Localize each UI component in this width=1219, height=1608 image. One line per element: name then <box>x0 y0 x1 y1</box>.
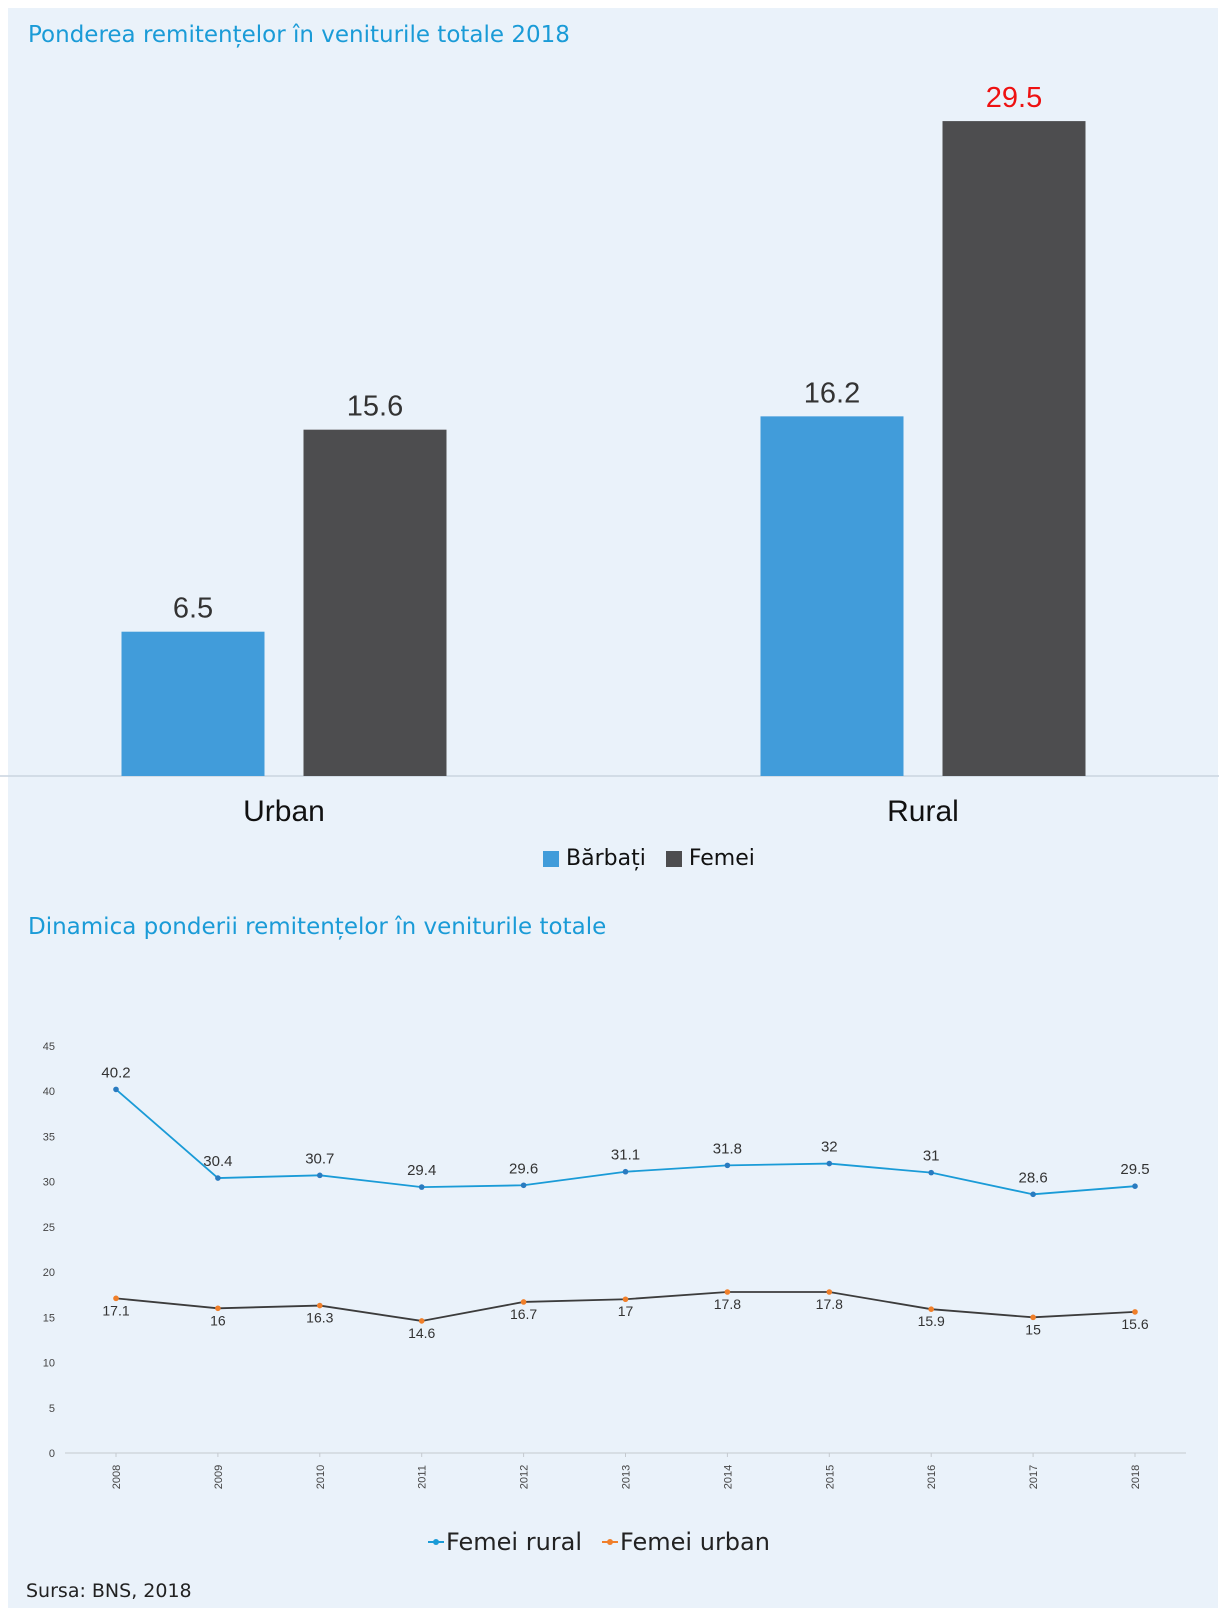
data-point <box>928 1306 934 1312</box>
bar-category-label: Rural <box>887 795 959 828</box>
legend-item-femei: Femei <box>665 846 755 871</box>
source-note: Sursa: BNS, 2018 <box>26 1580 192 1602</box>
data-label: 17.8 <box>714 1296 741 1312</box>
bar-chart-legend: Bărbați Femei <box>543 846 775 871</box>
x-tick-label: 2018 <box>1130 1465 1142 1489</box>
data-label: 29.5 <box>1120 1161 1149 1178</box>
x-tick-label: 2012 <box>519 1465 531 1489</box>
line-series-rural <box>115 1088 1136 1196</box>
y-tick-label: 25 <box>43 1222 55 1234</box>
data-label: 14.6 <box>408 1325 435 1341</box>
data-point <box>520 1182 527 1189</box>
data-label: 30.4 <box>203 1153 232 1170</box>
data-point <box>418 1318 425 1324</box>
data-point <box>724 1162 731 1169</box>
legend-label-barbati: Bărbați <box>566 846 646 871</box>
line-chart-legend: Femei rural Femei urban <box>428 1528 790 1556</box>
data-point <box>113 1295 119 1302</box>
bar-rural-0 <box>760 416 904 776</box>
bar-urban-0 <box>121 631 265 776</box>
data-point <box>724 1289 731 1295</box>
x-tick-label: 2008 <box>111 1465 123 1489</box>
data-point <box>317 1172 323 1179</box>
bar-chart-title: Ponderea remitențelor în veniturile tota… <box>28 22 570 48</box>
y-tick-label: 5 <box>49 1403 55 1415</box>
legend-item-barbati: Bărbați <box>543 846 646 871</box>
x-tick-label: 2011 <box>417 1465 429 1489</box>
data-label: 30.7 <box>305 1150 334 1167</box>
bar-urban-1 <box>303 429 447 776</box>
bar-data-label: 6.5 <box>173 593 213 625</box>
data-point <box>317 1302 323 1309</box>
legend-item-urban: Femei urban <box>602 1528 770 1556</box>
x-tick-label: 2013 <box>621 1465 633 1489</box>
data-point <box>1030 1191 1036 1198</box>
data-label: 17 <box>618 1303 634 1319</box>
x-tick-label: 2017 <box>1028 1465 1040 1489</box>
data-point <box>1132 1183 1138 1189</box>
data-point <box>215 1305 221 1312</box>
data-label: 16.7 <box>510 1306 537 1322</box>
y-tick-label: 30 <box>43 1177 55 1189</box>
legend-swatch-barbati <box>543 850 559 867</box>
x-tick-label: 2014 <box>722 1465 734 1489</box>
data-label: 16 <box>210 1312 226 1328</box>
y-tick-label: 15 <box>43 1312 55 1324</box>
x-tick-label: 2010 <box>315 1465 327 1489</box>
y-tick-label: 45 <box>43 1041 55 1053</box>
data-point <box>622 1168 629 1175</box>
data-point <box>1030 1314 1036 1321</box>
data-label: 15.6 <box>1121 1316 1148 1332</box>
data-label: 31.8 <box>713 1140 742 1157</box>
data-label: 40.2 <box>101 1064 130 1081</box>
x-tick-label: 2015 <box>824 1465 836 1489</box>
y-tick-label: 40 <box>43 1086 55 1098</box>
bar-rural-1 <box>942 121 1086 777</box>
data-label: 31 <box>923 1148 940 1165</box>
y-tick-label: 10 <box>43 1358 55 1370</box>
x-tick-label: 2016 <box>926 1465 938 1489</box>
data-point <box>1132 1309 1138 1315</box>
line-chart-title: Dinamica ponderii remitențelor în venitu… <box>28 914 607 940</box>
data-label: 16.3 <box>306 1310 333 1326</box>
data-point <box>418 1184 425 1190</box>
data-label: 15 <box>1025 1321 1041 1337</box>
bar-data-label: 29.5 <box>986 82 1042 114</box>
legend-item-rural: Femei rural <box>428 1528 582 1556</box>
data-label: 15.9 <box>918 1313 945 1329</box>
y-tick-label: 0 <box>49 1448 55 1460</box>
data-point <box>622 1296 629 1303</box>
legend-label-femei: Femei <box>688 846 755 871</box>
legend-marker-rural <box>428 1539 444 1545</box>
data-label: 17.1 <box>102 1302 129 1318</box>
bar-category-label: Urban <box>243 795 325 828</box>
data-point <box>215 1175 221 1181</box>
legend-label-urban: Femei urban <box>620 1528 770 1556</box>
legend-label-rural: Femei rural <box>446 1528 583 1556</box>
data-label: 31.1 <box>611 1147 640 1164</box>
legend-marker-urban <box>602 1539 619 1545</box>
bar-data-label: 16.2 <box>804 377 860 409</box>
data-label: 17.8 <box>816 1296 843 1312</box>
x-tick-label: 2009 <box>213 1465 225 1489</box>
data-point <box>520 1299 527 1305</box>
data-label: 28.6 <box>1018 1169 1047 1186</box>
data-point <box>826 1160 833 1167</box>
data-point <box>928 1169 934 1176</box>
data-label: 29.6 <box>509 1160 538 1177</box>
y-tick-label: 35 <box>43 1131 55 1143</box>
data-point <box>113 1086 119 1093</box>
y-tick-label: 20 <box>43 1267 55 1279</box>
bar-data-label: 15.6 <box>347 391 403 423</box>
data-label: 32 <box>821 1139 838 1156</box>
legend-swatch-femei <box>665 850 682 867</box>
data-label: 29.4 <box>407 1162 436 1179</box>
bar-chart: 6.5 15.6 Urban 16.2 29.5 Rural <box>0 82 1219 828</box>
data-point <box>826 1289 833 1295</box>
